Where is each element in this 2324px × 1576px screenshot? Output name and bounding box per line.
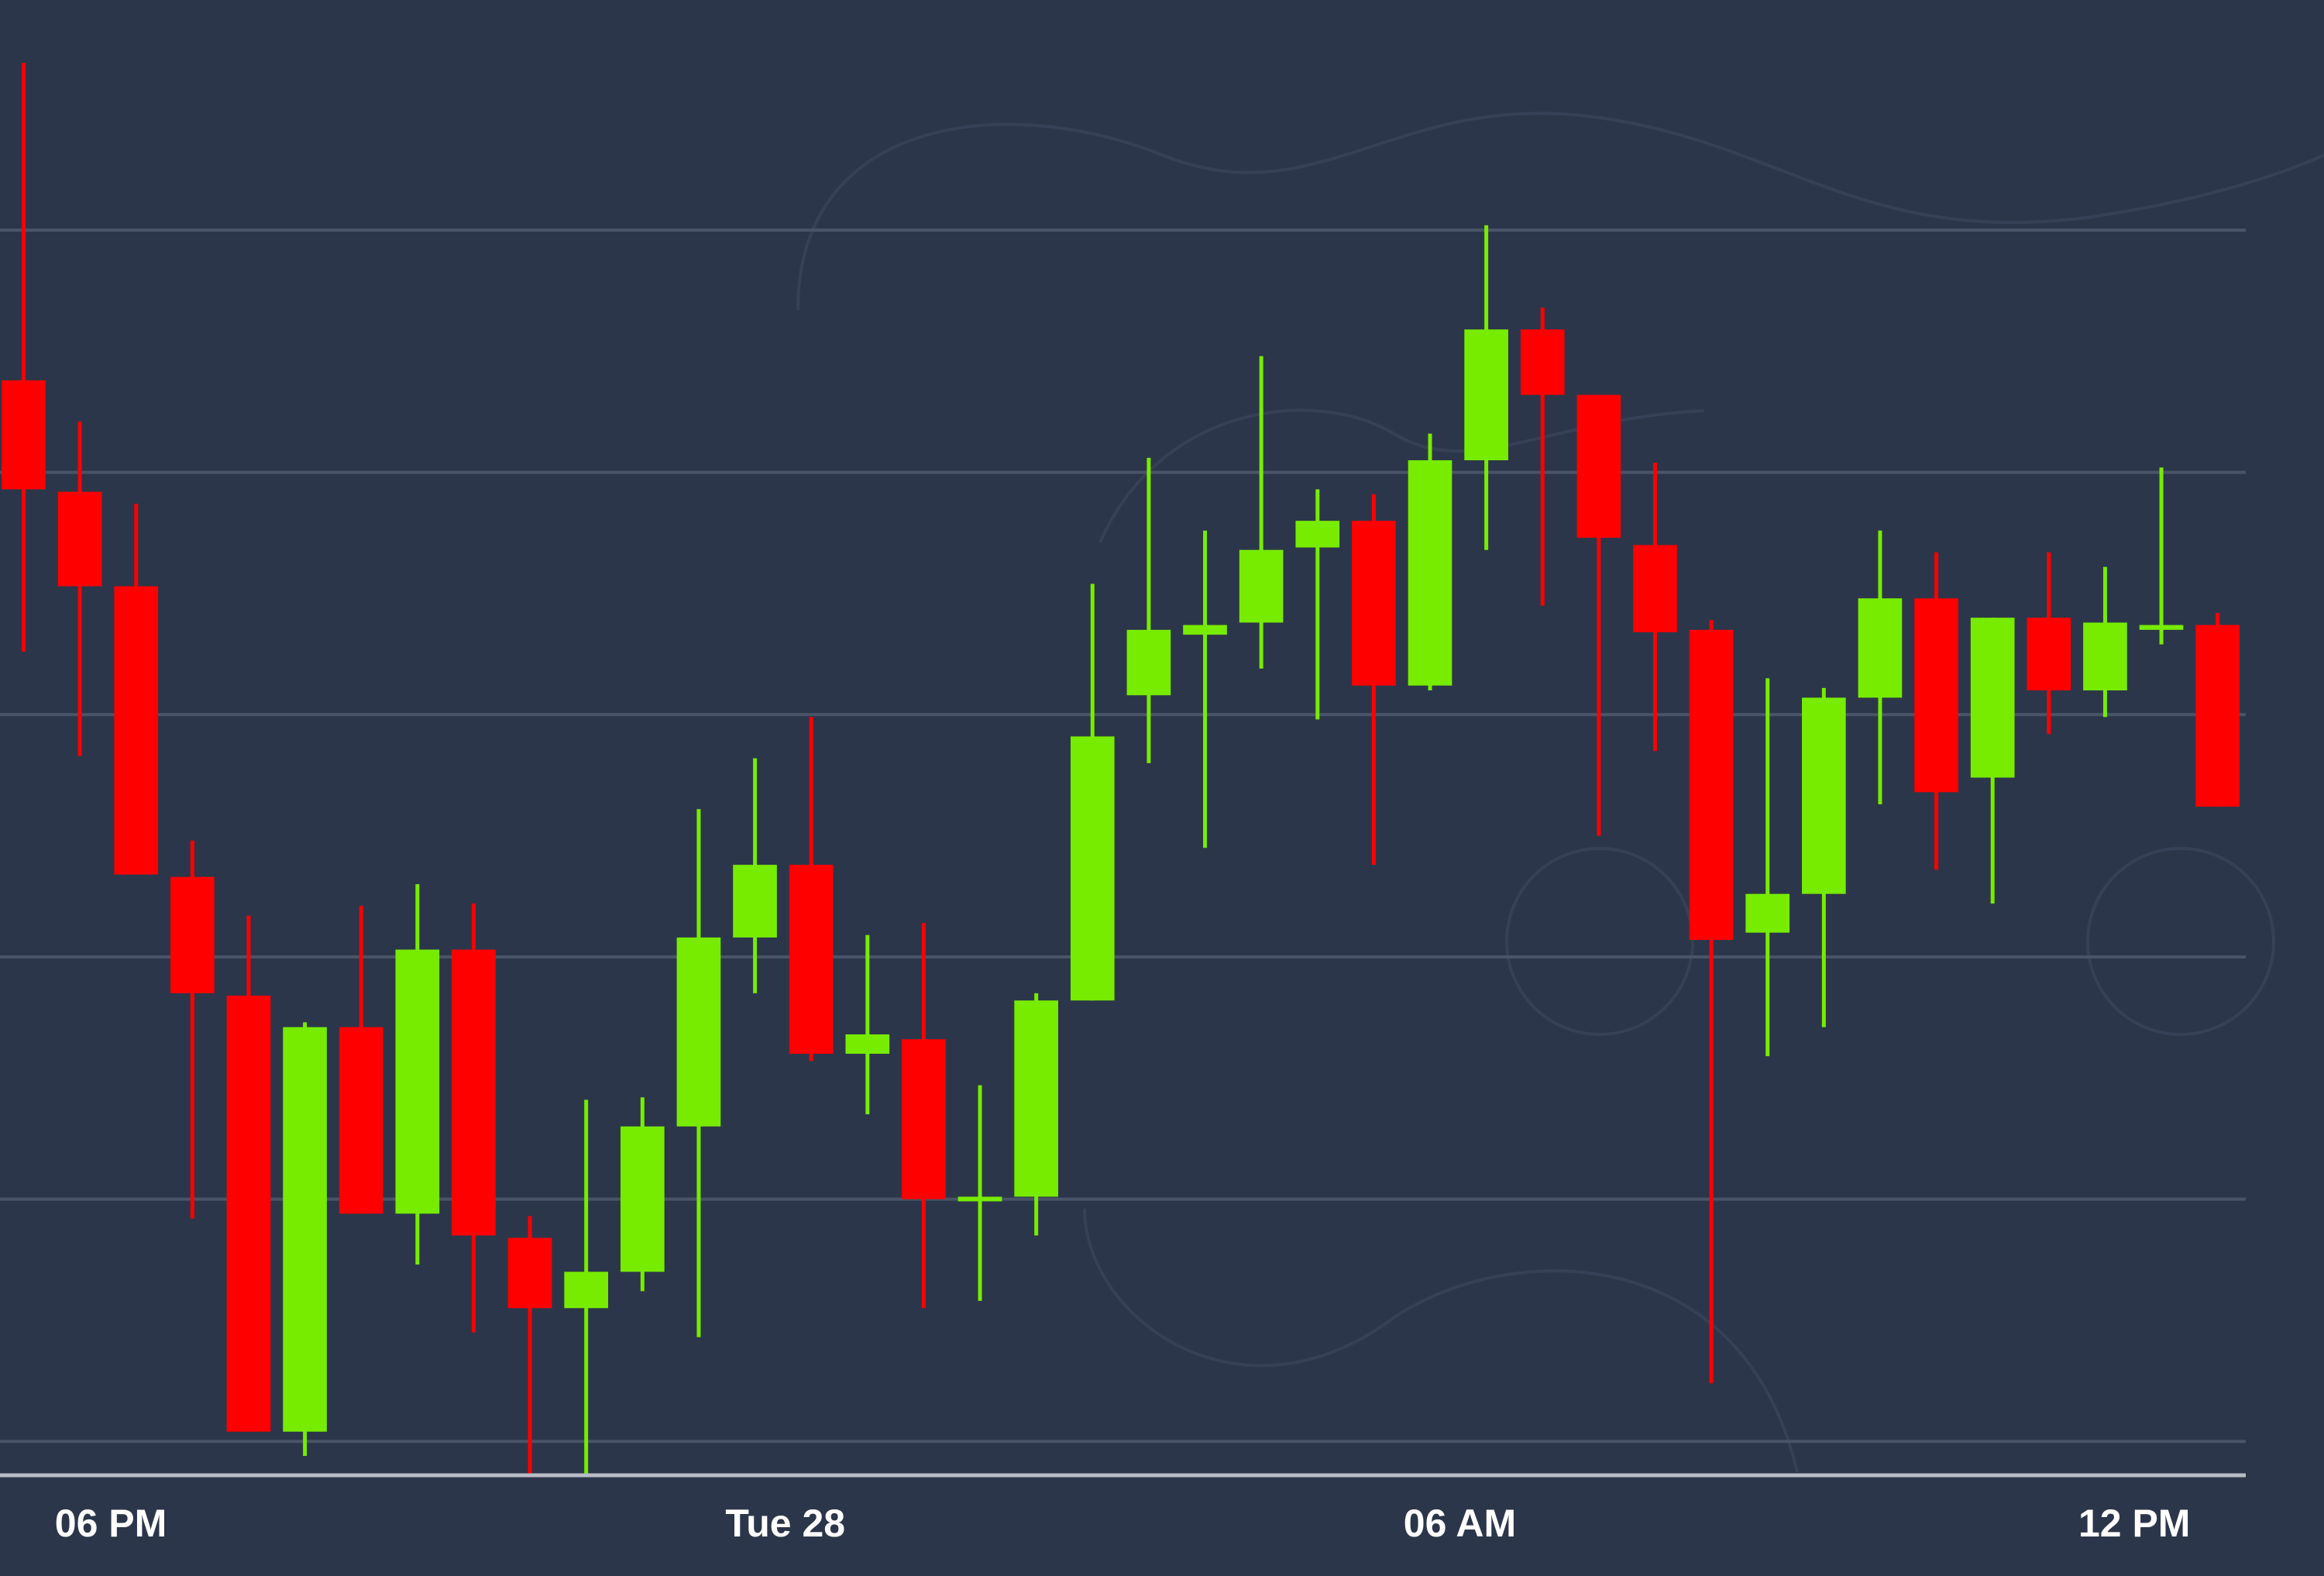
candle-body xyxy=(564,1271,609,1309)
deco-curve xyxy=(796,112,2324,311)
candle-body xyxy=(2027,618,2071,691)
x-tick-label: Tue 28 xyxy=(725,1502,845,1545)
decoration xyxy=(796,112,2324,1473)
deco-curve xyxy=(1083,1208,1799,1473)
candle-body xyxy=(339,1027,383,1214)
candle-body xyxy=(1802,697,1846,894)
candle-body xyxy=(1126,629,1171,696)
candle-body xyxy=(1239,549,1284,623)
candle-body xyxy=(1858,598,1903,698)
candle-body xyxy=(226,995,271,1432)
candle-body xyxy=(1014,1000,1058,1197)
candle-body xyxy=(733,865,777,938)
candle-body xyxy=(507,1237,552,1309)
candle-body xyxy=(1408,460,1452,686)
candle-body xyxy=(1352,521,1396,686)
candle-body xyxy=(902,1039,946,1199)
candle-body xyxy=(1576,394,1621,539)
candle-body xyxy=(845,1034,890,1054)
deco-curve xyxy=(1098,408,1705,543)
candle-body xyxy=(957,1196,1002,1202)
candle-body xyxy=(2083,622,2127,691)
candle-body xyxy=(1970,618,2015,778)
candle-body xyxy=(1745,893,1790,933)
candle-body xyxy=(1914,598,1958,793)
candle-body xyxy=(1464,329,1508,461)
x-tick-label: 06 PM xyxy=(55,1502,167,1545)
candle-body xyxy=(57,491,102,587)
deco-circle xyxy=(2086,847,2275,1036)
candle-body xyxy=(283,1027,327,1432)
candle-body xyxy=(452,949,496,1236)
candle-body xyxy=(1183,625,1227,635)
x-tick-label: 12 PM xyxy=(2078,1502,2191,1545)
candle-body xyxy=(1520,329,1565,395)
candle-body xyxy=(2195,625,2240,807)
candle-body xyxy=(621,1126,665,1272)
deco-circle xyxy=(1505,847,1694,1036)
candle-body xyxy=(1689,629,1734,941)
candle-body xyxy=(114,586,159,875)
candle-body xyxy=(789,865,834,1054)
candle-body xyxy=(2,380,46,490)
candle-body xyxy=(1070,736,1115,1001)
x-tick-label: 06 AM xyxy=(1404,1502,1516,1545)
candle-body xyxy=(1295,521,1340,548)
candle-body xyxy=(2139,625,2184,630)
candle-body xyxy=(1633,545,1677,632)
candle-body xyxy=(676,937,721,1127)
candle-body xyxy=(395,949,440,1214)
candle-body xyxy=(170,876,215,993)
